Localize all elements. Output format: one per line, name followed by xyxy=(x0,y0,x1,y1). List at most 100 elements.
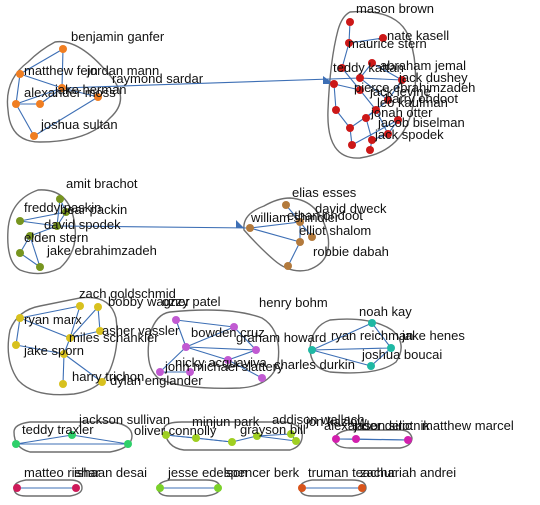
cluster-orange-node[interactable] xyxy=(58,84,66,92)
cluster-red-node[interactable] xyxy=(384,130,392,138)
cluster-orange-node[interactable] xyxy=(36,100,44,108)
cluster-lime-edge xyxy=(256,435,297,442)
cluster-olive-node[interactable] xyxy=(26,232,34,240)
node-label: harry ohdoot xyxy=(385,91,458,106)
cluster-red-edge xyxy=(359,77,403,81)
cluster-brown-node[interactable] xyxy=(308,233,316,241)
cluster-red-node[interactable] xyxy=(330,80,338,88)
cluster-purple-edge xyxy=(159,346,187,373)
cluster-teal-node[interactable] xyxy=(367,362,375,370)
cluster-brown-node[interactable] xyxy=(284,262,292,270)
cluster-magenta-node[interactable] xyxy=(332,435,340,443)
node-label: bear packin xyxy=(60,202,127,217)
cluster-brown-node[interactable] xyxy=(296,238,304,246)
cluster-red-node[interactable] xyxy=(394,116,402,124)
cluster-orange-node[interactable] xyxy=(59,45,67,53)
cluster-brown-node[interactable] xyxy=(282,201,290,209)
cluster-orange-edge xyxy=(15,73,21,105)
cluster-red-node[interactable] xyxy=(368,136,376,144)
node-label: david spodek xyxy=(44,217,121,232)
cluster-olive-node[interactable] xyxy=(36,263,44,271)
cluster-purple-node[interactable] xyxy=(252,346,260,354)
cluster-red-node[interactable] xyxy=(362,114,370,122)
cluster-red-node[interactable] xyxy=(366,146,374,154)
cluster-green-node[interactable] xyxy=(12,440,20,448)
cluster-rust-node[interactable] xyxy=(298,484,306,492)
cluster-red-node[interactable] xyxy=(332,106,340,114)
cluster-purple-node[interactable] xyxy=(156,368,164,376)
node-label: jordan mann xyxy=(86,63,159,78)
cluster-purple-node[interactable] xyxy=(186,368,194,376)
cluster-brown-node[interactable] xyxy=(296,218,304,226)
cluster-red-node[interactable] xyxy=(345,39,353,47)
cluster-green-node[interactable] xyxy=(68,431,76,439)
node-label: bowden cruz xyxy=(191,325,265,340)
cluster-lime-node[interactable] xyxy=(192,434,200,442)
cluster-olive-node[interactable] xyxy=(53,222,61,230)
cluster-teal-node[interactable] xyxy=(387,344,395,352)
node-label: teddy traxler xyxy=(22,422,94,437)
cluster-red-node[interactable] xyxy=(356,74,364,82)
cluster-magenta-node[interactable] xyxy=(404,436,412,444)
node-label: ozzy patel xyxy=(162,294,221,309)
cluster-yellow-node[interactable] xyxy=(98,378,106,386)
cluster-yellow-node[interactable] xyxy=(60,350,68,358)
node-label: graham howard xyxy=(236,330,326,345)
cluster-lime-node[interactable] xyxy=(287,430,295,438)
node-label: william shindler xyxy=(250,210,340,225)
cluster-orange-node[interactable] xyxy=(16,70,24,78)
cluster-olive-node[interactable] xyxy=(16,249,24,257)
cluster-teal-node[interactable] xyxy=(308,346,316,354)
cluster-orange-node[interactable] xyxy=(12,100,20,108)
cluster-lime-node[interactable] xyxy=(162,431,170,439)
cluster-crimson-node[interactable] xyxy=(72,484,80,492)
cluster-red-node[interactable] xyxy=(368,59,376,67)
cluster-red-node[interactable] xyxy=(379,34,387,42)
cluster-yellow-node[interactable] xyxy=(94,303,102,311)
cluster-lime-node[interactable] xyxy=(292,437,300,445)
cluster-lime-node[interactable] xyxy=(228,438,236,446)
cluster-teal-node[interactable] xyxy=(368,319,376,327)
cluster-orange-node[interactable] xyxy=(94,93,102,101)
cluster-red-node[interactable] xyxy=(346,124,354,132)
cluster-yellow-node[interactable] xyxy=(96,327,104,335)
cluster-leaf-node[interactable] xyxy=(156,484,164,492)
cluster-yellow-node[interactable] xyxy=(76,302,84,310)
cluster-red-node[interactable] xyxy=(398,76,406,84)
cluster-yellow-node[interactable] xyxy=(66,334,74,342)
cluster-yellow-node[interactable] xyxy=(59,380,67,388)
cluster-red-edge xyxy=(348,37,384,44)
cluster-purple-node[interactable] xyxy=(182,343,190,351)
cluster-red-node[interactable] xyxy=(372,106,380,114)
cluster-olive-node[interactable] xyxy=(62,208,70,216)
cluster-olive-node[interactable] xyxy=(56,195,64,203)
node-label: ishaan desai xyxy=(74,465,147,480)
cluster-purple-node[interactable] xyxy=(172,316,180,324)
cluster-red-node[interactable] xyxy=(338,64,346,72)
cluster-purple-node[interactable] xyxy=(230,323,238,331)
cluster-red-node[interactable] xyxy=(384,96,392,104)
cluster-leaf-node[interactable] xyxy=(214,484,222,492)
cluster-purple-node[interactable] xyxy=(258,374,266,382)
node-label: jason sirotnik xyxy=(353,418,430,433)
cluster-green-node[interactable] xyxy=(124,440,132,448)
cluster-brown-node[interactable] xyxy=(246,224,254,232)
cluster-red-node[interactable] xyxy=(346,18,354,26)
cluster-red-node[interactable] xyxy=(348,141,356,149)
cluster-yellow-edge xyxy=(15,317,21,346)
cluster-purple-node[interactable] xyxy=(224,356,232,364)
cluster-lime-node[interactable] xyxy=(253,432,261,440)
cluster-magenta-node[interactable] xyxy=(352,435,360,443)
cluster-yellow-node[interactable] xyxy=(16,314,24,322)
cluster-red-node[interactable] xyxy=(356,86,364,94)
node-label: jack spodek xyxy=(374,127,444,142)
cluster-orange-edge xyxy=(19,73,63,89)
cluster-purple-hull xyxy=(147,309,280,389)
cluster-crimson-node[interactable] xyxy=(13,484,21,492)
node-label: raymond sardar xyxy=(112,71,204,86)
cluster-yellow-node[interactable] xyxy=(12,341,20,349)
cluster-orange-node[interactable] xyxy=(30,132,38,140)
cluster-olive-node[interactable] xyxy=(16,217,24,225)
cluster-purple-edge xyxy=(175,319,235,328)
cluster-rust-node[interactable] xyxy=(358,484,366,492)
